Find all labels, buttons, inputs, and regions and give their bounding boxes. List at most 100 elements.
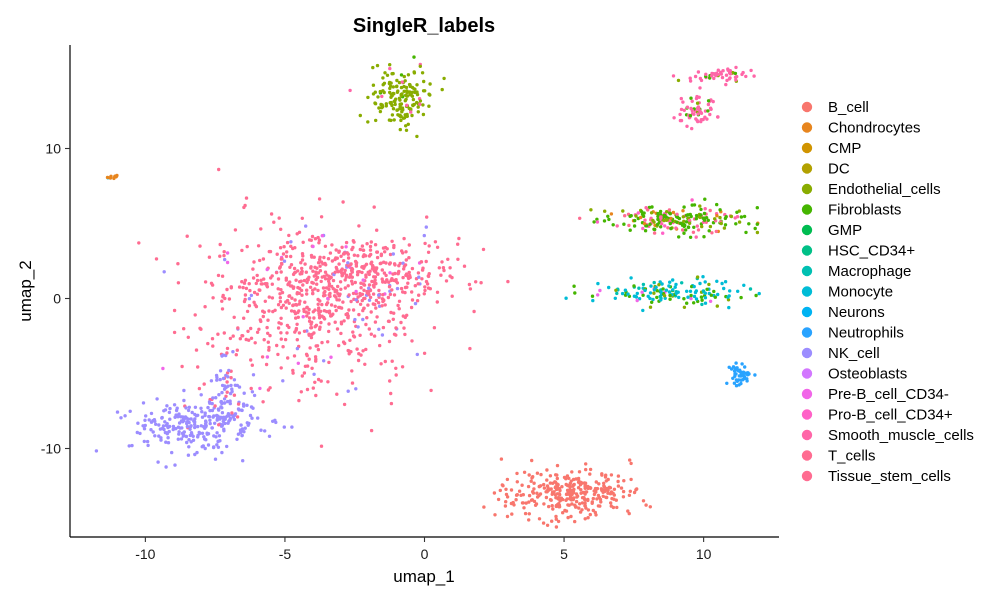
point-t-cells [442, 266, 445, 269]
point-pre-b-cell-cd34- [161, 367, 164, 370]
point-t-cells [401, 365, 404, 368]
point-t-cells [338, 298, 341, 301]
point-t-cells [271, 274, 274, 277]
point-fibroblasts [675, 221, 678, 224]
point-nk-cell [164, 465, 167, 468]
point-b-cell [536, 472, 539, 475]
point-monocyte [742, 284, 745, 287]
point-smooth-muscle-cells [740, 73, 743, 76]
point-t-cells [309, 286, 312, 289]
point-nk-cell [157, 423, 160, 426]
point-endothelial-cells [388, 91, 391, 94]
point-fibroblasts [707, 99, 710, 102]
point-t-cells [404, 286, 407, 289]
point-tissue-stem-cells [715, 230, 718, 233]
point-endothelial-cells [399, 119, 402, 122]
x-tick-label: 0 [421, 546, 429, 562]
point-nk-cell [256, 416, 259, 419]
point-t-cells [309, 266, 312, 269]
point-t-cells [221, 275, 224, 278]
point-smooth-muscle-cells [685, 125, 688, 128]
point-nk-cell [162, 428, 165, 431]
point-t-cells [256, 331, 259, 334]
point-smooth-muscle-cells [660, 222, 663, 225]
point-t-cells [335, 309, 338, 312]
point-monocyte [704, 296, 707, 299]
point-t-cells [368, 327, 371, 330]
point-t-cells [301, 283, 304, 286]
point-b-cell [634, 488, 637, 491]
point-t-cells [347, 256, 350, 259]
point-endothelial-cells [698, 204, 701, 207]
point-fibroblasts [734, 222, 737, 225]
point-t-cells [268, 295, 271, 298]
point-t-cells [301, 217, 304, 220]
point-t-cells [372, 275, 375, 278]
point-t-cells [428, 244, 431, 247]
point-endothelial-cells [419, 99, 422, 102]
point-smooth-muscle-cells [744, 75, 747, 78]
point-t-cells [375, 229, 378, 232]
point-endothelial-cells [371, 66, 374, 69]
point-t-cells [414, 284, 417, 287]
point-t-cells [313, 381, 316, 384]
point-pre-b-cell-cd34- [302, 315, 305, 318]
point-smooth-muscle-cells [697, 70, 700, 73]
point-b-cell [606, 492, 609, 495]
point-nk-cell [138, 432, 141, 435]
point-nk-cell [250, 417, 253, 420]
point-nk-cell [170, 451, 173, 454]
point-nk-cell [227, 412, 230, 415]
point-t-cells [218, 255, 221, 258]
y-tick-label: -10 [41, 441, 61, 457]
point-t-cells [194, 313, 197, 316]
point-fibroblasts [412, 55, 415, 58]
point-endothelial-cells [398, 103, 401, 106]
y-tick-label: 0 [53, 291, 61, 307]
point-pro-b-cell-cd34- [596, 220, 599, 223]
point-nk-cell [263, 429, 266, 432]
point-t-cells [257, 244, 260, 247]
legend-label: Osteoblasts [828, 366, 907, 383]
point-nk-cell [219, 369, 222, 372]
point-endothelial-cells [614, 289, 617, 292]
point-t-cells [315, 283, 318, 286]
point-b-cell [579, 510, 582, 513]
point-t-cells [296, 338, 299, 341]
point-t-cells [310, 255, 313, 258]
point-fibroblasts [650, 205, 653, 208]
point-smooth-muscle-cells [689, 77, 692, 80]
point-neutrophils [753, 373, 756, 376]
point-nk-cell [281, 379, 284, 382]
point-b-cell [583, 498, 586, 501]
point-t-cells [375, 315, 378, 318]
point-t-cells [368, 254, 371, 257]
point-nk-cell [212, 446, 215, 449]
point-nk-cell [190, 431, 193, 434]
point-t-cells [370, 310, 373, 313]
point-t-cells [277, 303, 280, 306]
point-endothelial-cells [405, 113, 408, 116]
point-t-cells [317, 261, 320, 264]
point-nk-cell [222, 377, 225, 380]
point-t-cells [348, 352, 351, 355]
point-t-cells [377, 289, 380, 292]
point-nk-cell [116, 410, 119, 413]
point-nk-cell [165, 404, 168, 407]
point-b-cell [629, 478, 632, 481]
point-t-cells [234, 228, 237, 231]
point-nk-cell [189, 424, 192, 427]
point-t-cells [314, 271, 317, 274]
point-fibroblasts [603, 219, 606, 222]
point-b-cell [558, 487, 561, 490]
point-t-cells [280, 366, 283, 369]
point-fibroblasts [668, 294, 671, 297]
legend-key-neutrophils [802, 327, 812, 337]
point-t-cells [289, 255, 292, 258]
point-t-cells [177, 281, 180, 284]
point-endothelial-cells [400, 86, 403, 89]
point-t-cells [276, 253, 279, 256]
point-t-cells [381, 293, 384, 296]
point-fibroblasts [734, 72, 737, 75]
point-endothelial-cells [404, 124, 407, 127]
